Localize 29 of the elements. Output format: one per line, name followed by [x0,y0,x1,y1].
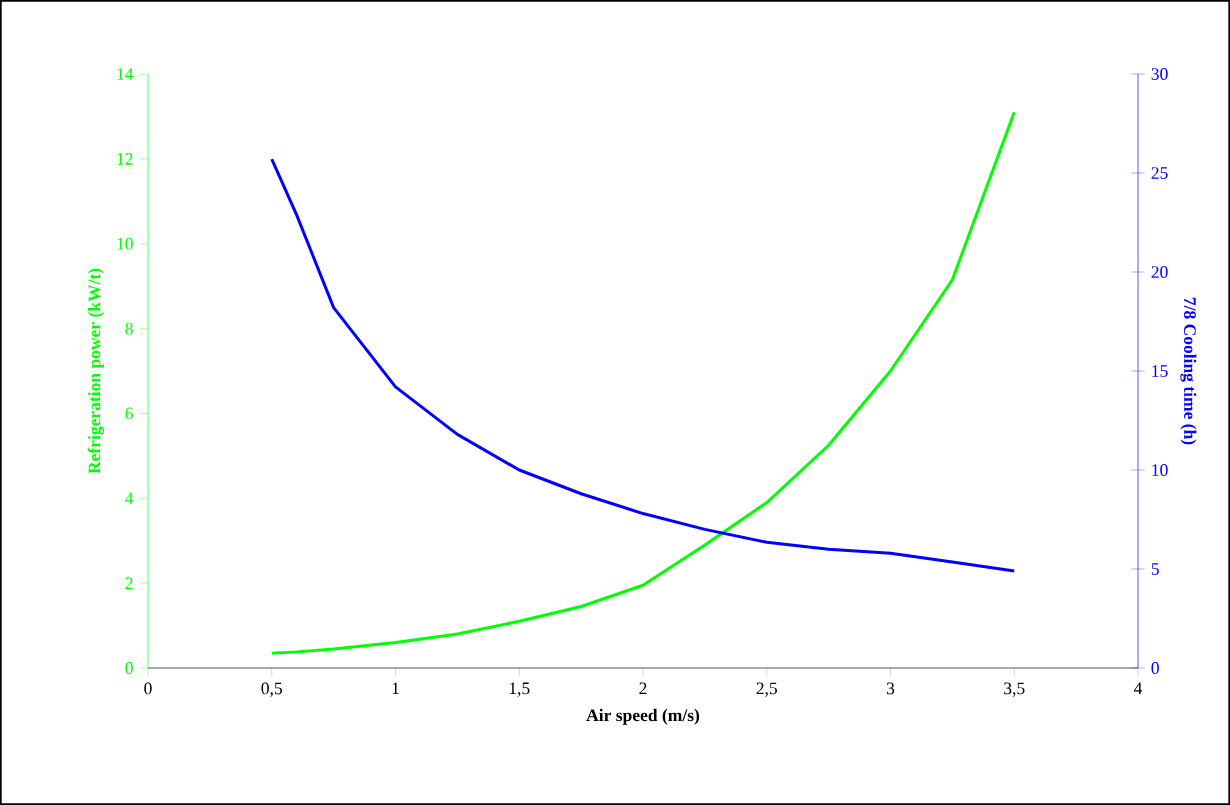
y2-tick-label: 25 [1151,167,1168,179]
y2-tick-label: 0 [1151,662,1159,674]
y-tick-label: 14 [117,68,134,80]
line-series [270,157,1016,573]
y2-tick-label: 30 [1151,68,1168,80]
y2-tick-label: 5 [1151,563,1159,575]
x-tick-label: 4 [1133,682,1143,695]
x-tick-label: 0 [144,682,152,695]
x-tick-label: 0,5 [261,682,282,697]
y-tick-label: 12 [117,153,133,165]
x-tick-label: 3,5 [1004,682,1025,697]
y2-tick-label: 20 [1151,266,1168,278]
x-axis-title: Air speed (m/s) [586,708,700,725]
x-tick-label: 2,5 [756,682,777,697]
y-tick-label: 2 [125,577,133,589]
y2-tick-label: 15 [1152,365,1168,377]
x-tick-label: 1 [392,682,399,695]
y-tick-label: 4 [125,492,134,505]
y-tick-label: 0 [125,662,133,674]
y-tick-label: 10 [117,237,133,250]
x-tick-label: 2 [639,682,647,695]
y-axis-title: Refrigeration power (kW/t) [87,268,105,474]
y-tick-label: 6 [125,407,133,420]
y2-axis-title: 7/8 Cooling time (h) [1180,297,1197,445]
y-tick-label: 8 [125,322,133,335]
x-tick-label: 1,5 [509,682,530,697]
x-tick-label: 3 [886,682,895,695]
line-series [270,110,1016,655]
y2-tick-label: 10 [1152,464,1168,476]
